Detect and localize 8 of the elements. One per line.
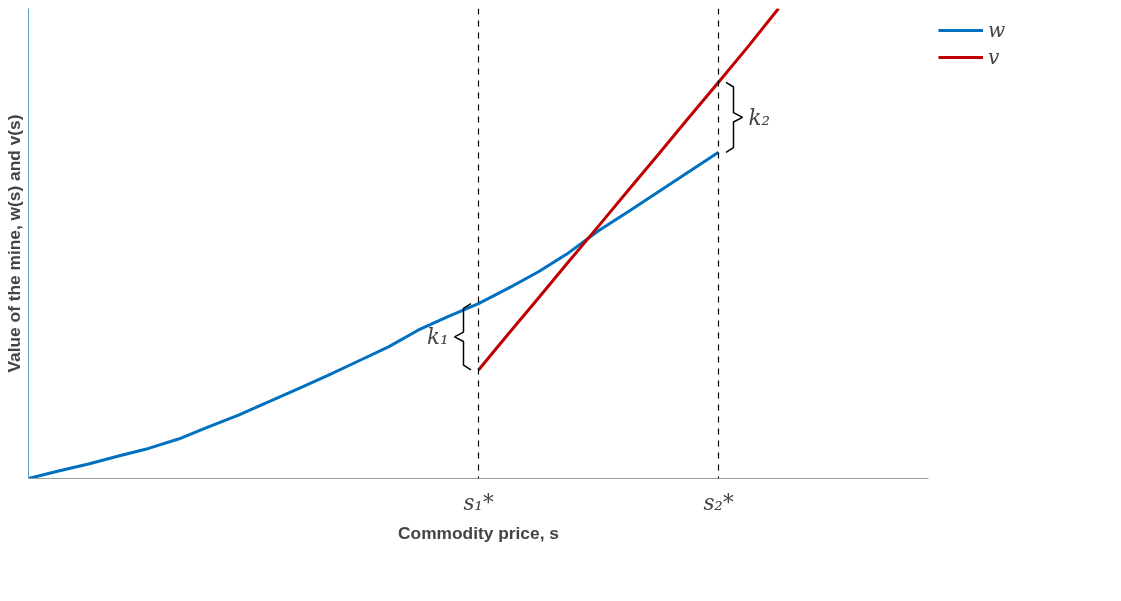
annotation: k₂ — [748, 104, 770, 130]
x-tick-label: s₁* — [463, 489, 494, 515]
legend-label: v — [988, 45, 1001, 69]
y-axis-title: Value of the mine, w(s) and v(s) — [3, 114, 24, 373]
x-tick-label: s₂* — [703, 489, 734, 515]
legend-label: w — [988, 18, 1007, 42]
x-axis-title: Commodity price, s — [398, 522, 559, 543]
annotation: k₁ — [427, 324, 449, 350]
